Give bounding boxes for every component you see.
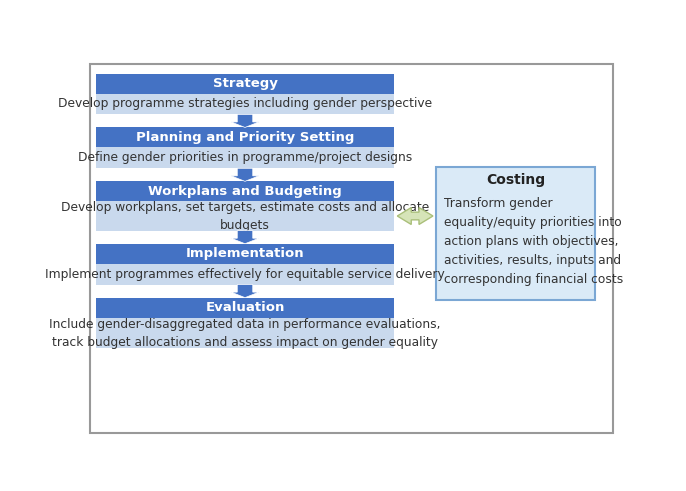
Text: Develop workplans, set targets, estimate costs and allocate
budgets: Develop workplans, set targets, estimate… (61, 200, 429, 231)
Polygon shape (231, 231, 259, 244)
Text: Develop programme strategies including gender perspective: Develop programme strategies including g… (58, 98, 432, 110)
FancyBboxPatch shape (96, 298, 394, 318)
Text: Strategy: Strategy (213, 77, 277, 90)
FancyBboxPatch shape (436, 167, 595, 300)
FancyBboxPatch shape (96, 201, 394, 231)
Text: Evaluation: Evaluation (205, 301, 285, 314)
FancyBboxPatch shape (96, 244, 394, 264)
FancyBboxPatch shape (96, 147, 394, 168)
Text: Define gender priorities in programme/project designs: Define gender priorities in programme/pr… (78, 151, 412, 164)
FancyBboxPatch shape (96, 128, 394, 147)
Text: Implement programmes effectively for equitable service delivery: Implement programmes effectively for equ… (45, 268, 445, 281)
Text: Planning and Priority Setting: Planning and Priority Setting (136, 131, 354, 144)
FancyBboxPatch shape (96, 318, 394, 349)
FancyBboxPatch shape (96, 94, 394, 114)
Polygon shape (231, 284, 259, 298)
Text: Workplans and Budgeting: Workplans and Budgeting (148, 185, 342, 198)
Text: Implementation: Implementation (186, 247, 305, 260)
FancyBboxPatch shape (96, 74, 394, 94)
FancyBboxPatch shape (96, 264, 394, 284)
Text: Include gender-disaggregated data in performance evaluations,
track budget alloc: Include gender-disaggregated data in per… (49, 318, 441, 349)
Text: Transform gender
equality/equity priorities into
action plans with objectives,
a: Transform gender equality/equity priorit… (444, 197, 623, 286)
FancyBboxPatch shape (91, 63, 613, 433)
FancyBboxPatch shape (96, 181, 394, 201)
Polygon shape (397, 208, 433, 224)
Polygon shape (231, 114, 259, 128)
Polygon shape (231, 168, 259, 181)
Text: Costing: Costing (486, 173, 545, 187)
